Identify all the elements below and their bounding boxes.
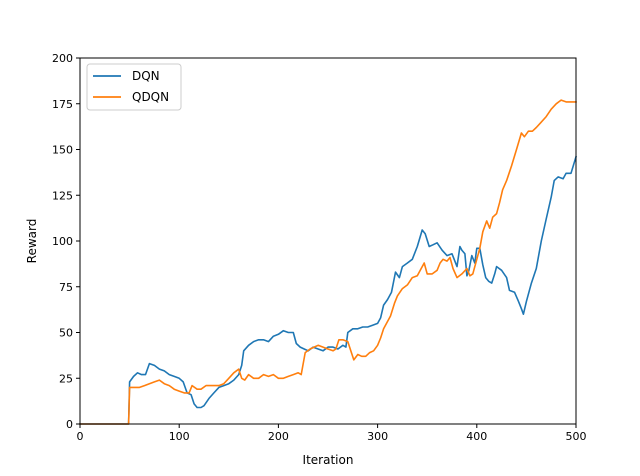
y-tick-label: 200 [52,52,73,65]
y-axis: 0 25 50 75 100 125 150 175 200 [52,52,80,431]
x-axis-label: Iteration [303,453,354,467]
x-tick-label: 100 [169,430,190,443]
series-line-dqn [79,155,577,425]
y-tick-label: 125 [52,189,73,202]
x-tick-label: 300 [367,430,388,443]
series-line-qdqn [79,99,577,425]
y-tick-label: 50 [59,327,73,340]
x-axis: 0 100 200 300 400 500 [77,424,587,443]
y-tick-label: 150 [52,144,73,157]
x-tick-label: 500 [566,430,587,443]
y-tick-label: 100 [52,235,73,248]
y-tick-label: 25 [59,372,73,385]
legend-label-qdqn: QDQN [132,90,169,104]
y-tick-label: 175 [52,98,73,111]
legend: DQN QDQN [86,63,182,111]
x-tick-label: 400 [466,430,487,443]
x-tick-label: 200 [268,430,289,443]
y-tick-label: 75 [59,281,73,294]
x-tick-label: 0 [77,430,84,443]
y-tick-label: 0 [66,418,73,431]
y-axis-label: Reward [25,219,39,264]
plot-lines [79,99,577,425]
legend-label-dqn: DQN [132,69,160,83]
